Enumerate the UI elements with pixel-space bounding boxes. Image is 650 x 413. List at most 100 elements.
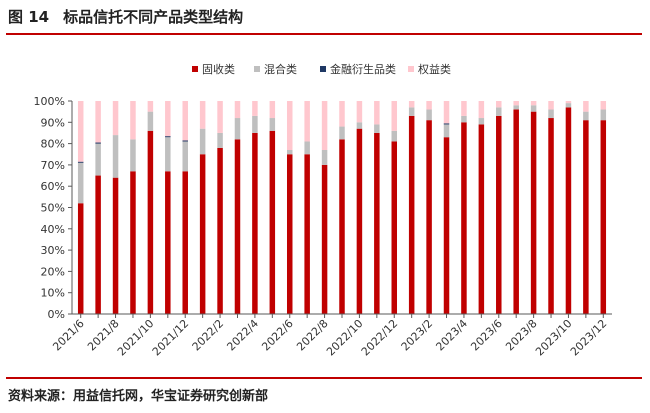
bar-segment-s1-28 [548, 118, 554, 314]
bar-segment-s1-10 [234, 139, 241, 314]
bar-segment-s4-13 [286, 101, 293, 150]
bar-segment-s4-27 [530, 101, 537, 106]
bar-segment-s4-25 [496, 101, 502, 108]
bar-segment-s3-1 [77, 161, 84, 163]
bar-segment-s1-16 [339, 139, 345, 314]
legend-label-1: 固收类 [202, 62, 235, 76]
y-tick-label: 50% [41, 202, 65, 215]
bar-segment-s2-21 [426, 109, 432, 121]
figure-title-text: 标品信托不同产品类型结构 [63, 8, 244, 26]
bottom-rule [6, 377, 642, 379]
bar-segment-s1-30 [583, 120, 589, 314]
bar-segment-s2-13 [286, 149, 293, 155]
bar-segment-s2-17 [356, 122, 363, 129]
bar-segment-s1-23 [461, 122, 467, 314]
y-tick-label: 10% [41, 287, 65, 300]
bar-segment-s3-2 [95, 142, 101, 144]
x-tick-label: 2022/10 [324, 317, 366, 359]
x-tick-label: 2023/4 [433, 317, 470, 354]
bar-segment-s2-22 [443, 124, 450, 138]
bar-segment-s2-1 [77, 162, 84, 204]
bar-segment-s2-9 [217, 132, 223, 148]
legend-label-4: 权益类 [418, 62, 451, 76]
bar-segment-s1-3 [112, 177, 119, 314]
x-tick-label: 2022/2 [190, 317, 227, 354]
bar-segment-s2-12 [269, 118, 276, 131]
bar-segment-s1-11 [252, 132, 258, 314]
bar-segment-s1-27 [530, 111, 537, 315]
bar-segment-s3-7 [182, 140, 188, 142]
bar-segment-s2-24 [478, 118, 485, 125]
bar-segment-s4-29 [565, 101, 572, 104]
bar-segment-s1-29 [565, 107, 572, 314]
bar-segment-s4-11 [252, 101, 258, 116]
bar-segment-s3-6 [165, 136, 171, 138]
legend-swatch-2 [254, 66, 260, 72]
bar-segment-s1-24 [478, 124, 485, 315]
bar-segment-s4-8 [199, 101, 206, 129]
bar-segment-s2-25 [496, 107, 502, 116]
stacked-bar-chart: 固收类 混合类 金融衍生品类 权益类 0% 10% 20% 30% 40% 50% 60% 70% 8… [34, 62, 612, 359]
bars-layer [77, 101, 607, 315]
bar-segment-s2-7 [182, 141, 188, 172]
bar-segment-s2-5 [147, 111, 154, 131]
bar-segment-s4-21 [426, 101, 432, 110]
bar-segment-s2-19 [391, 130, 398, 142]
legend-label-2: 混合类 [264, 62, 297, 76]
bar-segment-s1-7 [182, 171, 188, 314]
bar-segment-s1-31 [600, 120, 607, 314]
bar-segment-s4-19 [391, 101, 398, 131]
x-tick-label: 2023/12 [568, 317, 610, 359]
bar-segment-s1-2 [95, 175, 101, 314]
bar-segment-s4-9 [217, 101, 223, 133]
y-tick-label: 20% [41, 265, 65, 278]
y-tick-label: 70% [41, 159, 65, 172]
bar-segment-s2-16 [339, 126, 345, 140]
bar-segment-s2-11 [252, 115, 258, 133]
x-tick-label: 2023/10 [533, 317, 575, 359]
x-tick-label: 2022/12 [359, 317, 401, 359]
bar-segment-s1-14 [304, 154, 310, 314]
bar-segment-s4-15 [321, 101, 328, 150]
bar-segment-s2-10 [234, 118, 241, 140]
bar-segment-s4-10 [234, 101, 241, 119]
bar-segment-s1-25 [496, 115, 502, 314]
bar-segment-s1-1 [77, 203, 84, 314]
legend-swatch-1 [192, 66, 198, 72]
bar-segment-s1-4 [130, 171, 136, 314]
y-tick-label: 90% [41, 116, 65, 129]
bar-segment-s1-5 [147, 130, 154, 314]
bar-segment-s4-2 [95, 101, 101, 143]
bar-segment-s4-30 [583, 101, 589, 112]
bar-segment-s4-5 [147, 101, 154, 112]
legend-label-3: 金融衍生品类 [330, 62, 396, 76]
bar-segment-s4-17 [356, 101, 363, 123]
y-tick-label: 0% [48, 308, 65, 321]
bar-segment-s4-12 [269, 101, 276, 119]
bar-segment-s1-18 [374, 132, 380, 314]
bar-segment-s1-20 [408, 115, 415, 314]
bar-segment-s1-9 [217, 147, 223, 314]
x-axis: 2021/62021/82021/102021/122022/22022/420… [50, 313, 612, 359]
y-tick-label: 40% [41, 223, 65, 236]
bar-segment-s4-6 [165, 101, 171, 137]
bar-segment-s2-15 [321, 149, 328, 165]
bar-segment-s4-24 [478, 101, 485, 119]
top-rule [6, 33, 642, 35]
bar-segment-s4-28 [548, 101, 554, 110]
bar-segment-s2-4 [130, 139, 136, 172]
bar-segment-s1-22 [443, 137, 450, 314]
chart-legend: 固收类 混合类 金融衍生品类 权益类 [192, 62, 451, 76]
y-tick-label: 30% [41, 244, 65, 257]
bar-segment-s4-18 [374, 101, 380, 125]
bar-segment-s2-23 [461, 115, 467, 123]
x-tick-label: 2021/6 [50, 317, 87, 354]
bar-segment-s2-31 [600, 109, 607, 121]
bar-segment-s1-17 [356, 128, 363, 314]
bar-segment-s3-22 [443, 123, 450, 125]
y-tick-label: 60% [41, 180, 65, 193]
bar-segment-s2-14 [304, 141, 310, 155]
bar-segment-s1-26 [513, 109, 519, 315]
bar-segment-s1-21 [426, 120, 432, 314]
x-tick-label: 2021/12 [150, 317, 192, 359]
